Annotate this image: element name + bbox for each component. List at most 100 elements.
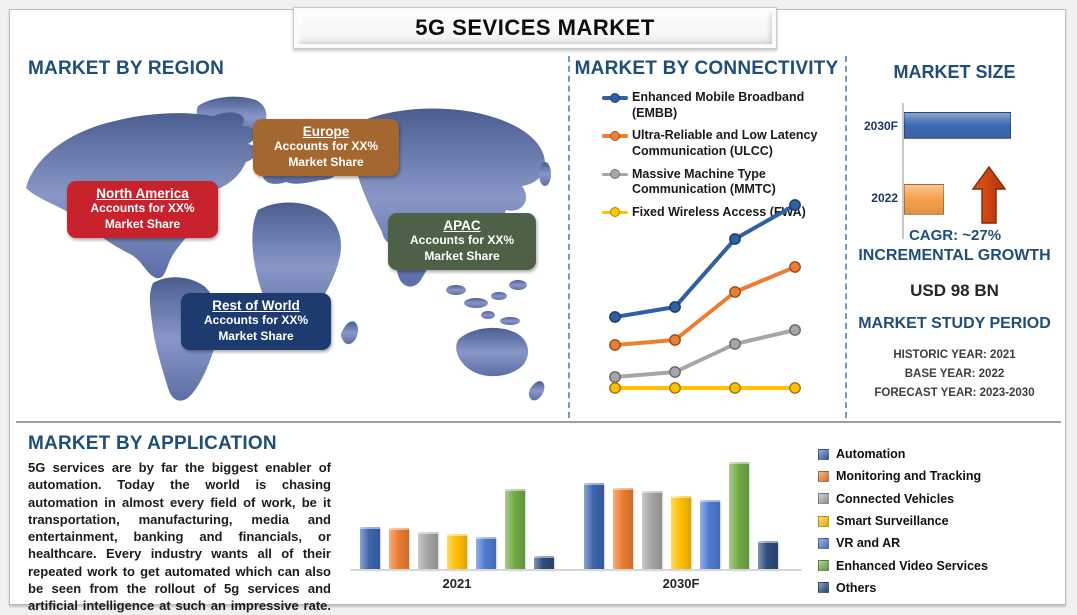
bar-monitoring-and-tracking xyxy=(613,488,633,570)
line-marker-icon xyxy=(602,130,628,141)
swatch-icon xyxy=(818,560,829,572)
data-point-marker xyxy=(729,338,741,350)
incremental-growth-heading: INCREMENTAL GROWTH xyxy=(858,247,1051,264)
historic-year-line: HISTORIC YEAR: 2021 xyxy=(893,349,1016,361)
application-heading: MARKET BY APPLICATION xyxy=(28,433,277,454)
bar-group-2030f xyxy=(584,462,778,570)
data-point-marker xyxy=(609,311,621,323)
bar-vr-and-ar xyxy=(700,500,720,570)
bar-automation xyxy=(360,527,380,570)
swatch-icon xyxy=(818,515,829,527)
forecast-year-line: FORECAST YEAR: 2023-2030 xyxy=(874,387,1035,399)
bar-others xyxy=(534,556,554,570)
data-point-marker xyxy=(609,382,621,394)
data-point-marker xyxy=(789,261,801,273)
swatch-icon xyxy=(818,470,829,482)
application-paragraph: 5G services are by far the biggest enabl… xyxy=(28,460,331,614)
market-study-period-heading: MARKET STUDY PERIOD xyxy=(858,315,1051,332)
bar-2022 xyxy=(904,184,944,215)
data-point-marker xyxy=(789,324,801,336)
market-size-heading: MARKET SIZE xyxy=(893,62,1016,82)
callout-rest-of-world: Rest of World Accounts for XX% Market Sh… xyxy=(181,293,331,351)
callout-share-line: Accounts for XX% xyxy=(90,201,195,215)
swatch-icon xyxy=(818,493,829,505)
market-size-axis xyxy=(902,103,904,239)
callout-share-line: Accounts for XX% xyxy=(273,139,378,153)
legend-item-smart-surveillance: Smart Surveillance xyxy=(818,510,988,532)
connectivity-heading: MARKET BY CONNECTIVITY xyxy=(574,58,839,79)
bar-automation xyxy=(584,483,604,570)
swatch-icon xyxy=(818,537,829,549)
market-size-category-label: 2030F xyxy=(863,119,898,133)
bar-others xyxy=(758,541,778,570)
base-year-line: BASE YEAR: 2022 xyxy=(904,368,1005,380)
x-axis-label-2021: 2021 xyxy=(442,576,472,591)
section-divider xyxy=(16,421,1061,423)
bar-smart-surveillance xyxy=(671,496,691,570)
callout-share-line: Market Share xyxy=(218,328,294,343)
legend-item-ulcc: Ultra-Reliable and Low Latency Communica… xyxy=(602,128,847,159)
application-x-axis xyxy=(350,569,802,571)
legend-item-monitoring-and-tracking: Monitoring and Tracking xyxy=(818,465,988,487)
legend-item-mmtc: Massive Machine Type Communication (MMTC… xyxy=(602,167,847,198)
application-legend: Automation Monitoring and Tracking Conne… xyxy=(818,443,988,599)
legend-item-connected-vehicles: Connected Vehicles xyxy=(818,488,988,510)
column-divider xyxy=(845,56,847,418)
callout-region-name: North America xyxy=(96,186,189,201)
callout-share-line: Market Share xyxy=(104,216,181,231)
legend-item-embb: Enhanced Mobile Broadband (EMBB) xyxy=(602,90,847,121)
title-banner: 5G SEVICES MARKET xyxy=(293,7,777,49)
legend-item-vr-and-ar: VR and AR xyxy=(818,532,988,554)
data-point-marker xyxy=(609,371,621,383)
application-bar-chart xyxy=(348,448,804,570)
connectivity-legend: Enhanced Mobile Broadband (EMBB) Ultra-R… xyxy=(602,90,847,227)
bar-2030f xyxy=(904,112,1011,139)
bar-connected-vehicles xyxy=(642,491,662,570)
bar-vr-and-ar xyxy=(476,537,496,570)
connectivity-line-chart xyxy=(609,199,801,394)
data-point-marker xyxy=(669,301,681,313)
region-heading: MARKET BY REGION xyxy=(28,58,225,79)
legend-item-automation: Automation xyxy=(818,443,988,465)
legend-item-fwa: Fixed Wireless Access (FWA) xyxy=(602,205,847,221)
data-point-marker xyxy=(669,382,681,394)
callout-share-line: Market Share xyxy=(288,154,364,169)
callout-north-america: North America Accounts for XX% Market Sh… xyxy=(67,181,218,239)
line-series xyxy=(613,203,797,319)
data-point-marker xyxy=(609,339,621,351)
incremental-growth-value: USD 98 BN xyxy=(910,281,999,300)
data-point-marker xyxy=(789,199,801,211)
bar-smart-surveillance xyxy=(447,534,467,570)
callout-region-name: APAC xyxy=(443,218,481,233)
callout-region-name: Rest of World xyxy=(212,298,300,313)
legend-item-others: Others xyxy=(818,577,988,599)
legend-item-enhanced-video-services: Enhanced Video Services xyxy=(818,554,988,576)
line-marker-icon xyxy=(602,169,628,179)
data-point-marker xyxy=(729,286,741,298)
bar-enhanced-video-services xyxy=(505,489,525,570)
cagr-label: CAGR: ~27% xyxy=(908,227,1002,244)
line-series xyxy=(613,265,797,347)
growth-arrow-icon xyxy=(972,166,1006,224)
data-point-marker xyxy=(729,233,741,245)
line-series xyxy=(613,328,797,379)
market-size-category-label: 2022 xyxy=(871,191,898,205)
swatch-icon xyxy=(818,582,829,594)
callout-europe: Europe Accounts for XX% Market Share xyxy=(253,119,399,177)
callout-region-name: Europe xyxy=(302,124,350,139)
data-point-marker xyxy=(669,366,681,378)
callout-share-line: Accounts for XX% xyxy=(203,313,308,327)
bar-group-2021 xyxy=(360,489,554,570)
line-marker-icon xyxy=(602,207,628,218)
data-point-marker xyxy=(669,334,681,346)
callout-share-line: Accounts for XX% xyxy=(409,233,514,247)
swatch-icon xyxy=(818,448,829,460)
bar-connected-vehicles xyxy=(418,532,438,570)
bar-monitoring-and-tracking xyxy=(389,528,409,570)
callout-share-line: Market Share xyxy=(424,248,500,263)
line-marker-icon xyxy=(602,92,628,103)
column-divider xyxy=(568,56,570,418)
bar-enhanced-video-services xyxy=(729,462,749,570)
x-axis-label-2030f: 2030F xyxy=(662,576,700,591)
